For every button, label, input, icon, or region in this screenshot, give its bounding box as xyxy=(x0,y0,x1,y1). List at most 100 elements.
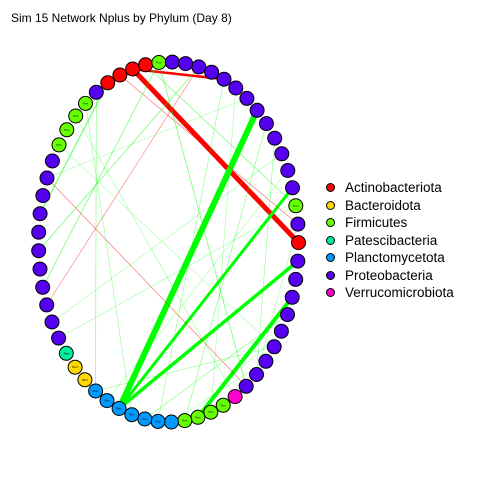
node-circle xyxy=(274,324,288,338)
network-node: Plan xyxy=(151,414,165,428)
node-circle xyxy=(45,154,59,168)
network-node xyxy=(292,236,306,250)
node-label: Firm xyxy=(56,143,62,147)
node-label: Firm xyxy=(73,114,79,118)
node-circle xyxy=(240,91,254,105)
node-circle xyxy=(36,189,50,203)
legend-dot-bacteroidota xyxy=(326,201,335,210)
network-edge-positive xyxy=(59,145,274,347)
network-edge-positive xyxy=(40,83,108,214)
network-node xyxy=(291,254,305,268)
network-node xyxy=(274,324,288,338)
legend-dot-planctomycetota xyxy=(326,253,335,262)
node-circle xyxy=(52,331,66,345)
legend-dot-verrucomicrobiota xyxy=(326,288,335,297)
node-label: Plan xyxy=(93,389,99,393)
network-node: Firm xyxy=(191,410,205,424)
network-node xyxy=(89,85,103,99)
network-node xyxy=(32,244,46,258)
network-node: Firm xyxy=(79,96,93,110)
network-edge-positive xyxy=(39,67,199,251)
network-node: Firm xyxy=(69,109,83,123)
network-node xyxy=(268,131,282,145)
network-node xyxy=(139,58,153,72)
legend-item-bacteroidota: Bacteroidota xyxy=(326,197,454,215)
node-circle xyxy=(32,225,46,239)
node-circle xyxy=(281,164,295,178)
network-node xyxy=(32,225,46,239)
node-circle xyxy=(36,280,50,294)
network-node xyxy=(250,103,264,117)
network-edge-positive xyxy=(52,154,282,322)
node-circle xyxy=(259,117,273,131)
node-label: Plan xyxy=(116,407,122,411)
phylum-legend: Actinobacteriota Bacteroidota Firmicutes… xyxy=(326,179,454,302)
network-node: Plan xyxy=(138,412,152,426)
node-circle xyxy=(292,236,306,250)
network-edge-positive xyxy=(96,92,97,391)
network-node xyxy=(217,72,231,86)
legend-label-patescibacteria: Patescibacteria xyxy=(345,233,437,248)
legend-dot-patescibacteria xyxy=(326,236,335,245)
network-node: Bact xyxy=(68,360,82,374)
network-node xyxy=(40,298,54,312)
node-circle xyxy=(286,181,300,195)
legend-item-planctomycetota: Planctomycetota xyxy=(326,249,454,267)
node-circle xyxy=(281,308,295,322)
network-node: Firm xyxy=(60,123,74,137)
node-circle xyxy=(259,354,273,368)
legend-label-firmicutes: Firmicutes xyxy=(345,215,407,230)
node-circle xyxy=(33,262,47,276)
node-label: Firm xyxy=(64,128,70,132)
network-node xyxy=(275,147,289,161)
node-label: Firm xyxy=(156,61,162,65)
node-circle xyxy=(250,103,264,117)
network-edge-negative xyxy=(133,69,299,243)
node-label: Firm xyxy=(182,419,188,423)
network-node xyxy=(192,60,206,74)
node-circle xyxy=(40,171,54,185)
network-node xyxy=(285,290,299,304)
node-circle xyxy=(239,379,253,393)
node-circle xyxy=(275,147,289,161)
node-circle xyxy=(179,57,193,71)
node-circle xyxy=(165,55,179,69)
network-node: Firm xyxy=(289,199,303,213)
network-node xyxy=(165,55,179,69)
node-circle xyxy=(40,298,54,312)
node-circle xyxy=(192,60,206,74)
node-circle xyxy=(289,272,303,286)
node-circle xyxy=(229,81,243,95)
node-label: Plan xyxy=(155,419,161,423)
node-circle xyxy=(268,131,282,145)
network-node: Bact xyxy=(78,373,92,387)
network-node: Plan xyxy=(112,402,126,416)
network-node xyxy=(179,57,193,71)
node-circle xyxy=(217,72,231,86)
node-label: Firm xyxy=(195,415,201,419)
legend-dot-firmicutes xyxy=(326,218,335,227)
node-label: Plan xyxy=(129,413,135,417)
network-edge-negative xyxy=(120,75,298,224)
legend-item-verrucomicrobiota: Verrucomicrobiota xyxy=(326,284,454,302)
network-node xyxy=(40,171,54,185)
legend-label-verrucomicrobiota: Verrucomicrobiota xyxy=(345,285,454,300)
network-node xyxy=(45,154,59,168)
legend-item-proteobacteria: Proteobacteria xyxy=(326,267,454,285)
node-circle xyxy=(101,76,115,90)
node-label: Bact xyxy=(72,365,78,369)
network-node xyxy=(33,207,47,221)
node-circle xyxy=(126,62,140,76)
network-node xyxy=(281,308,295,322)
network-node xyxy=(113,68,127,82)
network-node: Plan xyxy=(125,408,139,422)
node-circle xyxy=(228,390,242,404)
node-label: Plan xyxy=(104,399,110,403)
node-circle xyxy=(291,254,305,268)
network-node: Firm xyxy=(178,414,192,428)
node-circle xyxy=(205,65,219,79)
legend-label-proteobacteria: Proteobacteria xyxy=(345,268,433,283)
network-node xyxy=(291,217,305,231)
node-circle xyxy=(89,85,103,99)
node-label: Firm xyxy=(83,101,89,105)
